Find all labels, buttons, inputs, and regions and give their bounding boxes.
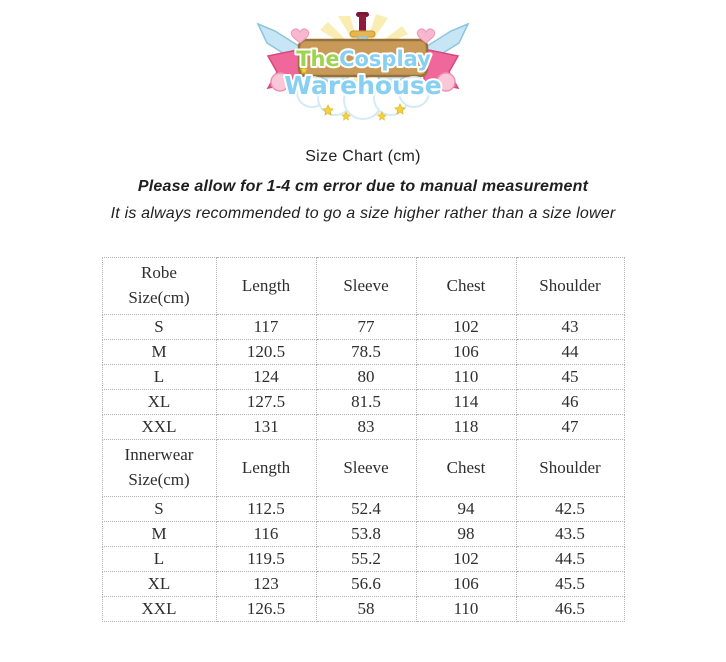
table-row: M 120.5 78.5 106 44 bbox=[101, 339, 625, 365]
measurement-cell: 55.2 bbox=[315, 546, 417, 572]
column-header: Sleeve bbox=[315, 439, 417, 497]
measurement-cell: 114 bbox=[415, 389, 517, 415]
size-label-cell: L bbox=[101, 364, 217, 390]
measurement-cell: 53.8 bbox=[315, 521, 417, 547]
measurement-cell: 118 bbox=[415, 414, 517, 440]
measurement-cell: 83 bbox=[315, 414, 417, 440]
size-label-cell: XL bbox=[101, 571, 217, 597]
column-header: Shoulder bbox=[515, 439, 625, 497]
measurement-cell: 124 bbox=[215, 364, 317, 390]
logo-text-the: The bbox=[296, 47, 340, 71]
measurement-cell: 98 bbox=[415, 521, 517, 547]
measurement-cell: 106 bbox=[415, 339, 517, 365]
ribbon-banners-icon bbox=[266, 48, 460, 92]
measurement-cell: 131 bbox=[215, 414, 317, 440]
column-header: Length bbox=[215, 439, 317, 497]
measurement-cell: 45.5 bbox=[515, 571, 625, 597]
measurement-cell: 43 bbox=[515, 314, 625, 340]
table-row: XL 127.5 81.5 114 46 bbox=[101, 389, 625, 415]
heart-icon bbox=[290, 28, 436, 44]
size-chart-table: Robe Size(cm) Length Sleeve Chest Shoulder S 11… bbox=[101, 257, 625, 622]
measurement-cell: 102 bbox=[415, 546, 517, 572]
measurement-cell: 58 bbox=[315, 596, 417, 622]
measurement-cell: 81.5 bbox=[315, 389, 417, 415]
measurement-cell: 106 bbox=[415, 571, 517, 597]
table-header-row: Robe Size(cm) Length Sleeve Chest Shoulder bbox=[101, 257, 625, 315]
measurement-cell: 123 bbox=[215, 571, 317, 597]
column-header: Length bbox=[215, 257, 317, 315]
measurement-cell: 45 bbox=[515, 364, 625, 390]
measurement-cell: 102 bbox=[415, 314, 517, 340]
table-row: S 112.5 52.4 94 42.5 bbox=[101, 496, 625, 522]
size-label-cell: XXL bbox=[101, 596, 217, 622]
size-label-cell: S bbox=[101, 496, 217, 522]
measurement-cell: 44.5 bbox=[515, 546, 625, 572]
measurement-cell: 52.4 bbox=[315, 496, 417, 522]
measurement-cell: 46 bbox=[515, 389, 625, 415]
page-title: Size Chart (cm) bbox=[305, 148, 421, 165]
measurement-cell: 94 bbox=[415, 496, 517, 522]
measurement-error-note: Please allow for 1-4 cm error due to man… bbox=[137, 178, 589, 195]
headings-block: Size Chart (cm) Please allow for 1-4 cm … bbox=[0, 148, 726, 223]
size-recommendation-note: It is always recommended to go a size hi… bbox=[110, 205, 616, 222]
measurement-cell: 119.5 bbox=[215, 546, 317, 572]
measurement-cell: 127.5 bbox=[215, 389, 317, 415]
measurement-cell: 112.5 bbox=[215, 496, 317, 522]
measurement-cell: 44 bbox=[515, 339, 625, 365]
table-row: XL 123 56.6 106 45.5 bbox=[101, 571, 625, 597]
measurement-cell: 110 bbox=[415, 364, 517, 390]
logo-text-warehouse: Warehouse bbox=[284, 71, 441, 100]
table-row: L 124 80 110 45 bbox=[101, 364, 625, 390]
measurement-cell: 126.5 bbox=[215, 596, 317, 622]
measurement-cell: 116 bbox=[215, 521, 317, 547]
sign-board bbox=[297, 38, 429, 78]
size-label-cell: M bbox=[101, 339, 217, 365]
column-header: Chest bbox=[415, 439, 517, 497]
column-header: Chest bbox=[415, 257, 517, 315]
measurement-cell: 120.5 bbox=[215, 339, 317, 365]
table-row: M 116 53.8 98 43.5 bbox=[101, 521, 625, 547]
logo-graphic: The Cosplay Warehouse bbox=[256, 12, 470, 121]
size-label-cell: XXL bbox=[101, 414, 217, 440]
size-label-cell: M bbox=[101, 521, 217, 547]
size-label-cell: L bbox=[101, 546, 217, 572]
measurement-cell: 47 bbox=[515, 414, 625, 440]
size-column-header: Innerwear Size(cm) bbox=[101, 439, 217, 497]
cosplay-warehouse-logo: The Cosplay Warehouse bbox=[0, 0, 726, 122]
measurement-cell: 42.5 bbox=[515, 496, 625, 522]
column-header: Sleeve bbox=[315, 257, 417, 315]
size-column-header: Robe Size(cm) bbox=[101, 257, 217, 315]
measurement-cell: 117 bbox=[215, 314, 317, 340]
measurement-cell: 77 bbox=[315, 314, 417, 340]
measurement-cell: 80 bbox=[315, 364, 417, 390]
cloud-icon bbox=[296, 76, 430, 120]
size-label-cell: XL bbox=[101, 389, 217, 415]
column-header: Shoulder bbox=[515, 257, 625, 315]
logo-text-cosplay: Cosplay bbox=[339, 47, 431, 71]
size-chart-table-body: Robe Size(cm) Length Sleeve Chest Shoulder S 11… bbox=[101, 257, 625, 622]
measurement-cell: 46.5 bbox=[515, 596, 625, 622]
measurement-cell: 78.5 bbox=[315, 339, 417, 365]
measurement-cell: 56.6 bbox=[315, 571, 417, 597]
measurement-cell: 43.5 bbox=[515, 521, 625, 547]
size-label-cell: S bbox=[101, 314, 217, 340]
measurement-cell: 110 bbox=[415, 596, 517, 622]
star-icon bbox=[299, 65, 427, 121]
table-row: S 117 77 102 43 bbox=[101, 314, 625, 340]
table-row: XXL 126.5 58 110 46.5 bbox=[101, 596, 625, 622]
table-row: XXL 131 83 118 47 bbox=[101, 414, 625, 440]
table-header-row: Innerwear Size(cm) Length Sleeve Chest Should… bbox=[101, 439, 625, 497]
table-row: L 119.5 55.2 102 44.5 bbox=[101, 546, 625, 572]
